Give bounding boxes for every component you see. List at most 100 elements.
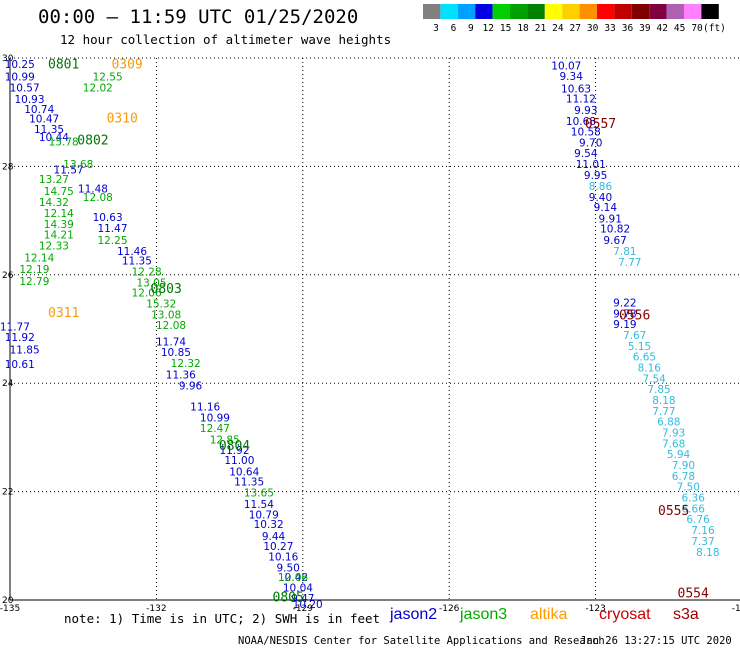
data-label-jason2: 11.35: [234, 476, 264, 488]
data-label-jason3: 12.08: [156, 320, 186, 332]
data-label-s3a: 8.18: [652, 395, 675, 407]
data-label-s3a: 6.88: [657, 417, 680, 429]
data-label-jason2: 9.44: [262, 531, 286, 543]
data-label-jason2: 10.47: [29, 114, 59, 126]
data-label-jason2: 10.99: [5, 71, 35, 83]
data-label-jason2: 10.99: [200, 412, 230, 424]
data-label-jason2: 9.54: [574, 148, 598, 160]
data-label-jason3: 12.25: [97, 235, 127, 247]
data-label-jason2: 11.92: [5, 332, 35, 344]
data-label-jason2: 9.93: [574, 105, 597, 117]
data-label-jason2: 10.63: [93, 212, 123, 224]
data-label-jason2: 11.92: [219, 445, 249, 457]
pass-time-label: 0805: [273, 591, 304, 606]
data-label-jason3: 12.02: [83, 82, 113, 94]
data-label-jason3: 12.14: [24, 252, 54, 264]
colorbar-tick: 70: [691, 23, 703, 34]
data-label-jason2: 10.04: [283, 583, 313, 595]
footer-credit: NOAA/NESDIS Center for Satellite Applica…: [238, 635, 605, 647]
data-label-jason2: 10.68: [566, 116, 596, 128]
data-label-s3a: 7.77: [652, 406, 675, 418]
data-label-jason3: 12.06: [278, 572, 308, 584]
data-label-s3a: 7.93: [662, 428, 685, 440]
data-label-jason2: 10.74: [24, 104, 54, 116]
data-label-jason2: 11.77: [0, 321, 30, 333]
data-label-jason2: 10.58: [571, 127, 601, 139]
colorbar-swatch: [562, 4, 580, 19]
colorbar-tick: 21: [535, 23, 547, 34]
pass-time-label: 0804: [219, 439, 250, 454]
data-label-jason2: 10.27: [263, 541, 293, 553]
colorbar-tick: (ft): [703, 23, 726, 34]
data-label-s3a: 6.66: [682, 503, 706, 515]
colorbar-tick: 3: [433, 23, 439, 34]
data-label-jason3: 12.33: [39, 241, 69, 253]
colorbar-tick: 12: [483, 23, 494, 34]
data-label-jason3: 14.39: [44, 219, 74, 231]
x-tick-label: -123: [585, 604, 605, 614]
colorbar-tick: 39: [639, 23, 651, 34]
pass-time-label: 0310: [107, 112, 138, 127]
colorbar-tick: 24: [552, 23, 564, 34]
data-label-s3a: 7.50: [677, 482, 700, 494]
colorbar-tick: 18: [517, 23, 529, 34]
data-label-jason3: 14.21: [44, 230, 74, 242]
data-label-jason2: 9.40: [589, 192, 612, 204]
colorbar-swatch: [457, 4, 476, 19]
pass-time-label: 0557: [585, 117, 616, 132]
y-tick-label: 22: [2, 488, 13, 498]
data-label-jason2: 11.57: [54, 165, 84, 177]
data-label-jason2: 11.35: [34, 124, 64, 136]
legend-altika: altika: [530, 606, 568, 623]
data-label-jason3: 15.32: [146, 299, 176, 311]
data-label-s3a: 8.18: [696, 547, 719, 559]
data-label-jason3: 15.78: [49, 136, 79, 148]
colorbar-tick: 42: [657, 23, 668, 34]
y-tick-label: 20: [2, 596, 14, 606]
data-label-jason2: 11.46: [117, 246, 147, 258]
data-label-s3a: 7.54: [642, 373, 666, 385]
data-label-jason2: 9.96: [179, 380, 203, 392]
data-label-jason3: 13.27: [39, 174, 69, 186]
data-label-s3a: 7.67: [623, 330, 646, 342]
data-label-s3a: 6.78: [672, 471, 695, 483]
colorbar-swatch: [544, 4, 563, 19]
colorbar-swatch: [510, 4, 528, 19]
data-label-s3a: 7.81: [613, 246, 636, 258]
data-label-s3a: 5.15: [628, 341, 651, 353]
colorbar-swatch: [492, 4, 510, 19]
colorbar-swatch: [631, 4, 650, 19]
data-label-jason2: 9.22: [613, 297, 636, 309]
data-label-jason2: 11.85: [10, 345, 40, 357]
x-tick-label: -129: [293, 604, 314, 614]
data-label-jason3: 12.47: [200, 423, 230, 435]
pass-time-label: 0803: [151, 282, 182, 297]
data-label-jason2: 10.82: [600, 224, 630, 236]
data-label-jason3: 12.28: [132, 267, 162, 279]
legend-s3a: s3a: [673, 606, 699, 623]
footer-timestamp: Jan 26 13:27:15 UTC 2020: [580, 635, 732, 647]
data-label-s3a: 7.68: [662, 438, 685, 450]
data-label-jason2: 11.01: [576, 159, 606, 171]
data-label-jason3: 12.06: [132, 288, 162, 300]
data-label-jason3: 12.08: [83, 192, 113, 204]
data-label-s3a: 7.37: [691, 536, 714, 548]
colorbar-swatch: [475, 4, 493, 19]
data-label-jason2: 10.64: [229, 467, 259, 479]
colorbar-swatch: [440, 4, 458, 19]
colorbar-swatch: [527, 4, 545, 19]
legend-jason2: jason2: [390, 606, 438, 623]
data-label-jason2: 10.79: [249, 509, 279, 521]
colorbar-swatch: [614, 4, 632, 19]
data-label-jason3: 12.85: [210, 435, 240, 447]
x-tick-label: -135: [0, 604, 20, 614]
legend-jason3: jason3: [460, 606, 508, 623]
data-label-s3a: 8.86: [589, 181, 613, 193]
data-label-jason2: 9.78: [613, 308, 636, 320]
data-label-jason2: 10.20: [293, 599, 323, 611]
data-label-jason2: 10.61: [5, 359, 35, 371]
y-tick-label: 26: [2, 271, 14, 281]
data-label-jason2: 10.25: [5, 59, 35, 71]
data-label-jason2: 10.85: [161, 347, 191, 359]
